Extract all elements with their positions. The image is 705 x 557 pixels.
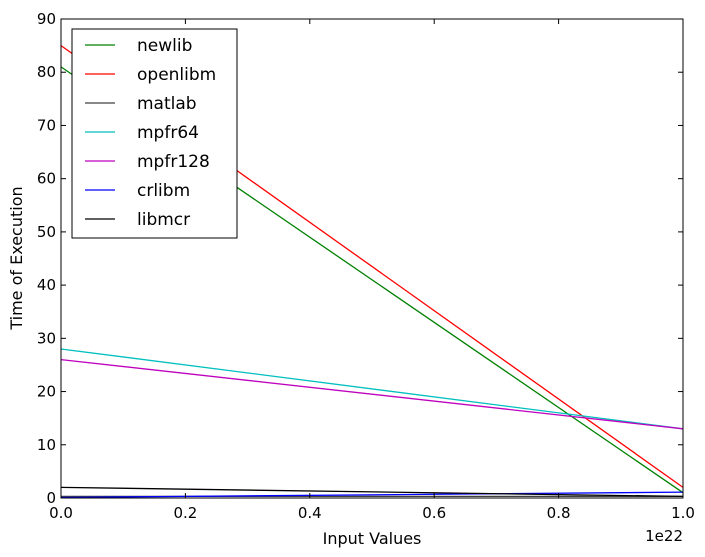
series-line-libmcr <box>60 486 684 498</box>
y-tick-label: 40 <box>37 276 56 294</box>
x-tick-label: 0.8 <box>547 504 571 522</box>
series-line-mpfr64 <box>60 348 684 430</box>
y-tick-label: 90 <box>37 10 56 28</box>
legend-label-matlab: matlab <box>137 94 197 114</box>
x-offset-label: 1e22 <box>645 527 683 545</box>
legend-label-crlibm: crlibm <box>137 181 190 201</box>
legend-label-openlibm: openlibm <box>137 65 216 85</box>
legend-label-mpfr64: mpfr64 <box>137 123 199 143</box>
y-tick-label: 60 <box>37 170 56 188</box>
y-tick-label: 20 <box>37 383 56 401</box>
legend-label-newlib: newlib <box>137 36 192 56</box>
y-tick-label: 50 <box>37 223 56 241</box>
x-tick-label: 0.0 <box>49 504 73 522</box>
y-axis-label: Time of Execution <box>7 186 26 330</box>
axes-frame <box>60 18 684 499</box>
axes: 0.0 0.2 0.4 0.6 0.8 1.0 0 10 20 30 40 50 60 70 80 90 <box>37 10 695 522</box>
y-tick-label: 0 <box>46 489 56 507</box>
series-line-crlibm <box>60 491 684 499</box>
y-tick-label: 70 <box>37 116 56 134</box>
x-axis-label: Input Values <box>323 529 422 548</box>
legend-label-libmcr: libmcr <box>137 210 190 230</box>
x-tick-label: 0.2 <box>173 504 197 522</box>
legend: newlib openlibm matlab mpfr64 mpfr128 crlibm l… <box>71 28 238 239</box>
y-tick-label: 30 <box>37 329 56 347</box>
x-tick-label: 0.4 <box>298 504 322 522</box>
x-tick-label: 0.6 <box>422 504 446 522</box>
legend-label-mpfr128: mpfr128 <box>137 152 210 172</box>
y-tick-label: 80 <box>37 63 56 81</box>
legend-box <box>71 28 238 239</box>
x-tick-label: 1.0 <box>671 504 695 522</box>
series-line-mpfr128 <box>60 358 684 430</box>
y-tick-label: 10 <box>37 436 56 454</box>
